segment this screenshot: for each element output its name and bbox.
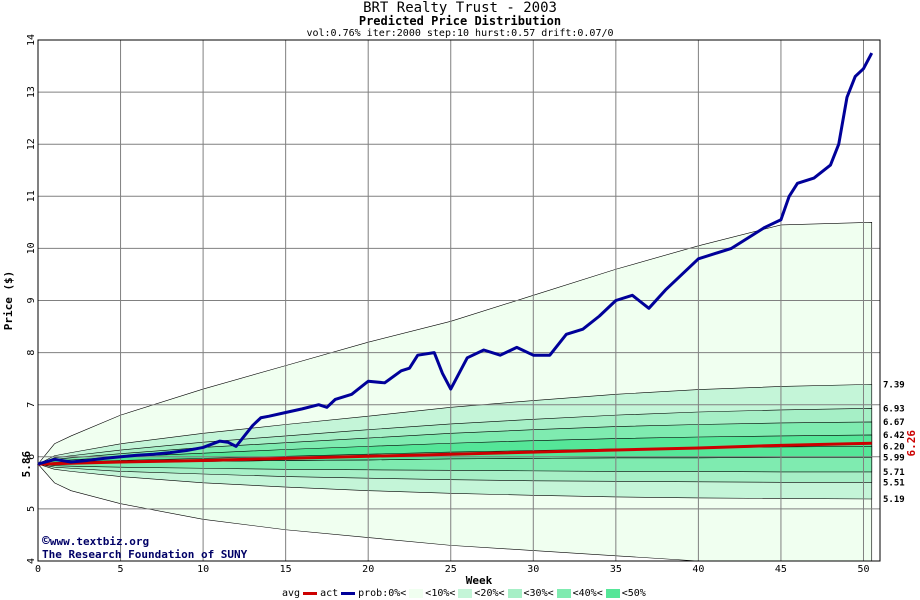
x-tick-label-10: 50 (857, 564, 869, 575)
legend-item-4: <40%< (572, 588, 603, 599)
legend-avg-label: avg (282, 588, 301, 599)
y-tick-label-7: 11 (26, 190, 37, 202)
chart-title: BRT Realty Trust - 2003 (363, 0, 557, 16)
legend-act-swatch (341, 592, 356, 595)
y-tick-label-8: 12 (26, 138, 37, 150)
credit-site[interactable]: www.textbiz.org (49, 535, 150, 548)
band-end-label-7: 5.51 (883, 478, 905, 488)
legend-item-3: <30%< (523, 588, 554, 599)
x-tick-label-1: 5 (118, 564, 124, 575)
x-tick-label-9: 45 (775, 564, 787, 575)
y-axis-title: Price ($) (2, 271, 15, 331)
legend-item-1: <10%< (425, 588, 456, 599)
y-tick-label-1: 5 (26, 506, 37, 512)
x-tick-label-0: 0 (35, 564, 41, 575)
legend-act-label: act (320, 588, 339, 599)
x-axis-title: Week (466, 574, 493, 587)
band-end-label-1: 6.93 (883, 404, 905, 414)
legend: avg act prob: 0%< <10%< <20%< <30%< <40%… (282, 588, 646, 599)
legend-avg-swatch (303, 592, 318, 595)
y-tick-label-3: 7 (26, 402, 37, 408)
band-end-label-6: 5.71 (883, 468, 905, 478)
start-price-label: 5.86 (20, 450, 33, 477)
legend-item-0: 0%< (388, 588, 407, 599)
legend-swatch-20 (458, 589, 473, 598)
copyright-icon: © (42, 534, 50, 549)
band-end-label-2: 6.67 (883, 418, 905, 428)
x-tick-label-6: 30 (527, 564, 539, 575)
y-tick-label-6: 10 (26, 242, 37, 254)
y-tick-label-2: 6 (26, 454, 37, 460)
band-end-label-8: 5.19 (883, 495, 905, 505)
credit-org: The Research Foundation of SUNY (42, 548, 248, 561)
band-end-label-3: 6.42 (883, 431, 905, 441)
legend-swatch-10 (409, 589, 424, 598)
series-avg-line (37, 441, 872, 466)
legend-swatch-50 (605, 589, 620, 598)
band-end-label-0: 7.39 (883, 380, 905, 390)
x-tick-label-8: 40 (692, 564, 704, 575)
credits-block: ©www.textbiz.org The Research Foundation… (42, 535, 247, 561)
legend-swatch-40 (556, 589, 571, 598)
chart-subtitle: Predicted Price Distribution (358, 14, 562, 28)
x-tick-label-3: 15 (280, 564, 292, 575)
plot-border (37, 39, 881, 562)
y-tick-label-9: 13 (26, 86, 37, 98)
y-tick-label-5: 9 (26, 297, 37, 303)
legend-item-2: <20%< (474, 588, 505, 599)
x-tick-label-4: 20 (362, 564, 374, 575)
legend-item-5: <50% (621, 588, 646, 599)
band-end-label-4: 6.20 (883, 442, 905, 452)
x-tick-label-5: 25 (445, 564, 457, 575)
series-act-line (37, 52, 874, 466)
legend-prob-label: prob: (358, 588, 389, 599)
chart-params: vol:0.76% iter:2000 step:10 hurst:0.57 d… (306, 28, 614, 39)
y-tick-label-4: 8 (26, 350, 37, 356)
x-tick-label-2: 10 (197, 564, 209, 575)
band-end-label-5: 5.99 (883, 453, 905, 463)
legend-swatch-30 (507, 589, 522, 598)
x-tick-label-7: 35 (610, 564, 622, 575)
y-tick-label-0: 4 (26, 558, 37, 564)
end-avg-label: 6.26 (905, 430, 918, 457)
y-tick-label-10: 14 (26, 34, 37, 46)
